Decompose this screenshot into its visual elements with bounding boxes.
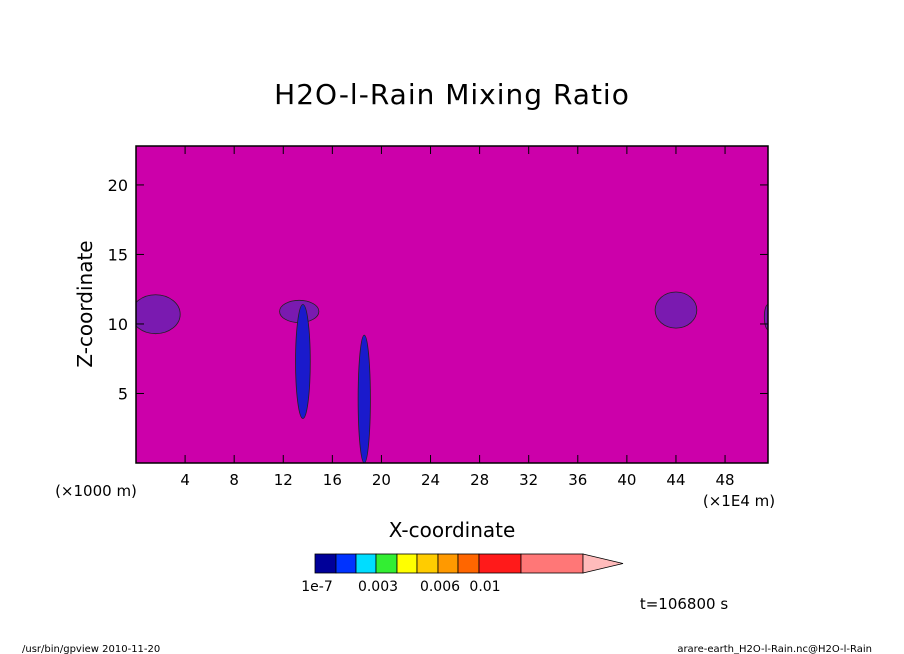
footer-left: /usr/bin/gpview 2010-11-20 xyxy=(22,644,160,654)
colorbar: 1e-7 0.003 0.006 0.01 xyxy=(301,553,624,595)
y-tick-label-2: 15 xyxy=(108,245,128,264)
x-tick-label-8: 36 xyxy=(568,471,587,489)
y-unit-label: (×1000 m) xyxy=(55,482,137,500)
x-tick-label-1: 8 xyxy=(229,471,239,489)
x-tick-label-4: 20 xyxy=(372,471,391,489)
x-tick-label-0: 4 xyxy=(180,471,190,489)
colorbar-swatch-4 xyxy=(396,553,418,574)
x-tick-label-11: 48 xyxy=(716,471,735,489)
colorbar-swatch-8 xyxy=(478,553,522,574)
y-axis-label: Z-coordinate xyxy=(73,240,97,367)
x-tick-label-5: 24 xyxy=(421,471,440,489)
x-unit-label: (×1E4 m) xyxy=(703,492,775,510)
y-tick-label-1: 10 xyxy=(108,315,128,334)
field-feature-4 xyxy=(295,304,311,419)
y-tick-label-0: 5 xyxy=(118,384,128,403)
x-axis-label: X-coordinate xyxy=(389,518,516,542)
colorbar-swatch-5 xyxy=(416,553,439,574)
x-tick-label-10: 44 xyxy=(666,471,685,489)
x-tick-label-6: 28 xyxy=(470,471,489,489)
colorbar-swatch-7 xyxy=(457,553,480,574)
colorbar-swatch-6 xyxy=(437,553,459,574)
footer-right: arare-earth_H2O-l-Rain.nc@H2O-l-Rain xyxy=(677,644,872,654)
colorbar-label-0: 1e-7 xyxy=(301,579,332,595)
time-label: t=106800 s xyxy=(640,595,728,613)
colorbar-swatch-2 xyxy=(355,553,377,574)
colorbar-swatch-0 xyxy=(314,553,337,574)
colorbar-label-1: 0.003 xyxy=(358,579,398,595)
field-feature-0 xyxy=(136,294,181,335)
colorbar-swatch-9 xyxy=(520,553,584,574)
x-tick-label-9: 40 xyxy=(617,471,636,489)
x-tick-label-2: 12 xyxy=(274,471,293,489)
colorbar-label-3: 0.01 xyxy=(469,579,500,595)
y-tick-label-3: 20 xyxy=(108,176,128,195)
chart-title: H2O-l-Rain Mixing Ratio xyxy=(274,78,630,111)
x-tick-label-7: 32 xyxy=(519,471,538,489)
colorbar-swatch-3 xyxy=(375,553,398,574)
plot-frame xyxy=(135,145,769,464)
colorbar-swatch-1 xyxy=(335,553,357,574)
colorbar-label-2: 0.006 xyxy=(420,579,460,595)
colorbar-extension xyxy=(582,553,624,574)
x-tick-label-3: 16 xyxy=(323,471,342,489)
field-feature-5 xyxy=(357,334,371,463)
field-feature-1 xyxy=(654,291,698,329)
